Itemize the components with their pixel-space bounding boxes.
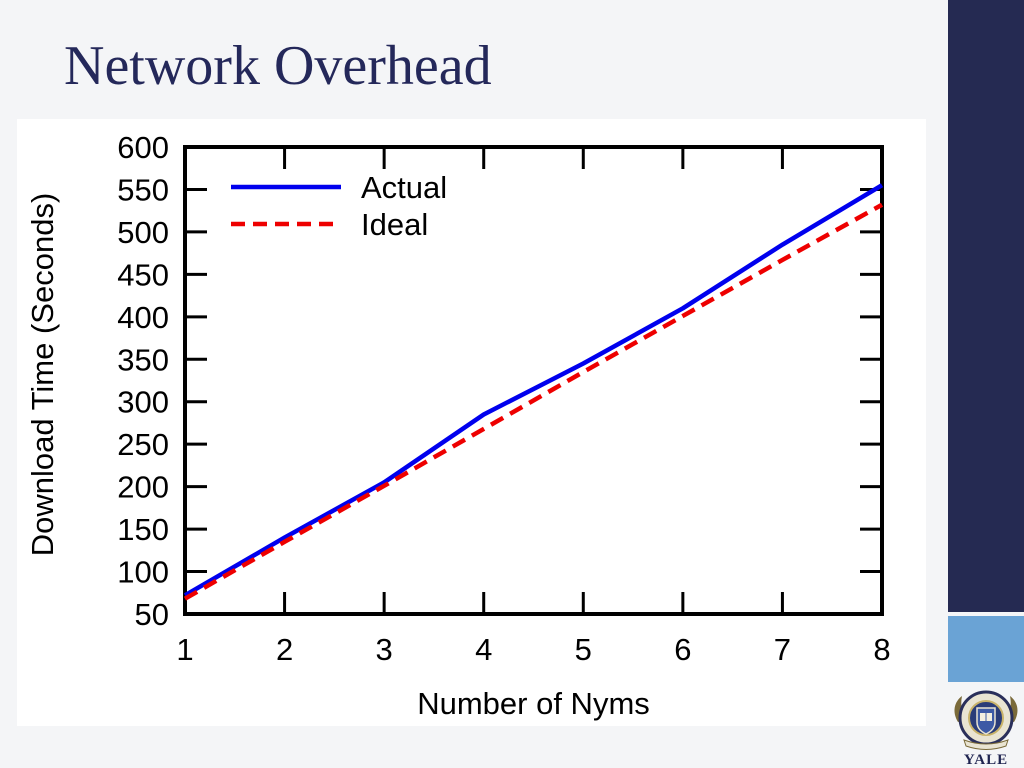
- x-tick-label-2: 3: [376, 632, 393, 667]
- legend-label-actual: Actual: [361, 170, 447, 205]
- x-tick-label-0: 1: [176, 632, 193, 667]
- y-tick-label-3: 200: [117, 470, 169, 505]
- right-decor-band: YALE: [948, 0, 1024, 768]
- y-tick-label-0: 50: [135, 597, 169, 632]
- y-axis-title: Download Time (Seconds): [25, 193, 60, 557]
- x-tick-label-1: 2: [276, 632, 293, 667]
- yale-seal-logo: YALE: [954, 690, 1018, 768]
- y-tick-label-10: 550: [117, 172, 169, 207]
- x-tick-label-5: 6: [674, 632, 691, 667]
- decor-band-light: [948, 616, 1024, 682]
- plot-layer: 50 100 150 200 250 300 350 400 450 500 550 600 1 2 3 4 5…: [25, 130, 891, 721]
- y-tick-label-11: 600: [117, 130, 169, 165]
- x-axis-title: Number of Nyms: [417, 686, 650, 721]
- network-overhead-chart: 50 100 150 200 250 300 350 400 450 500 550 600 1 2 3 4 5…: [25, 130, 891, 721]
- x-tick-label-3: 4: [475, 632, 492, 667]
- y-tick-label-4: 250: [117, 427, 169, 462]
- legend-label-ideal: Ideal: [361, 207, 428, 242]
- plot-frame: [183, 145, 884, 616]
- x-tick-label-4: 5: [575, 632, 592, 667]
- x-tick-label-7: 8: [873, 632, 890, 667]
- yale-logo-text: YALE: [964, 752, 1008, 768]
- series-line-actual: [183, 183, 884, 598]
- x-tick-label-6: 7: [774, 632, 791, 667]
- y-tick-label-1: 100: [117, 555, 169, 590]
- y-tick-label-5: 300: [117, 385, 169, 420]
- y-tick-label-6: 350: [117, 342, 169, 377]
- decor-band-dark: [948, 0, 1024, 612]
- seal-banner: [963, 739, 1009, 750]
- y-tick-label-2: 150: [117, 512, 169, 547]
- slide-title: Network Overhead: [64, 35, 492, 97]
- y-tick-label-7: 400: [117, 300, 169, 335]
- y-tick-label-8: 450: [117, 257, 169, 292]
- series-line-ideal: [183, 202, 884, 601]
- y-tick-label-9: 500: [117, 215, 169, 250]
- chart-panel: 50 100 150 200 250 300 350 400 450 500 550 600 1 2 3 4 5…: [17, 119, 926, 726]
